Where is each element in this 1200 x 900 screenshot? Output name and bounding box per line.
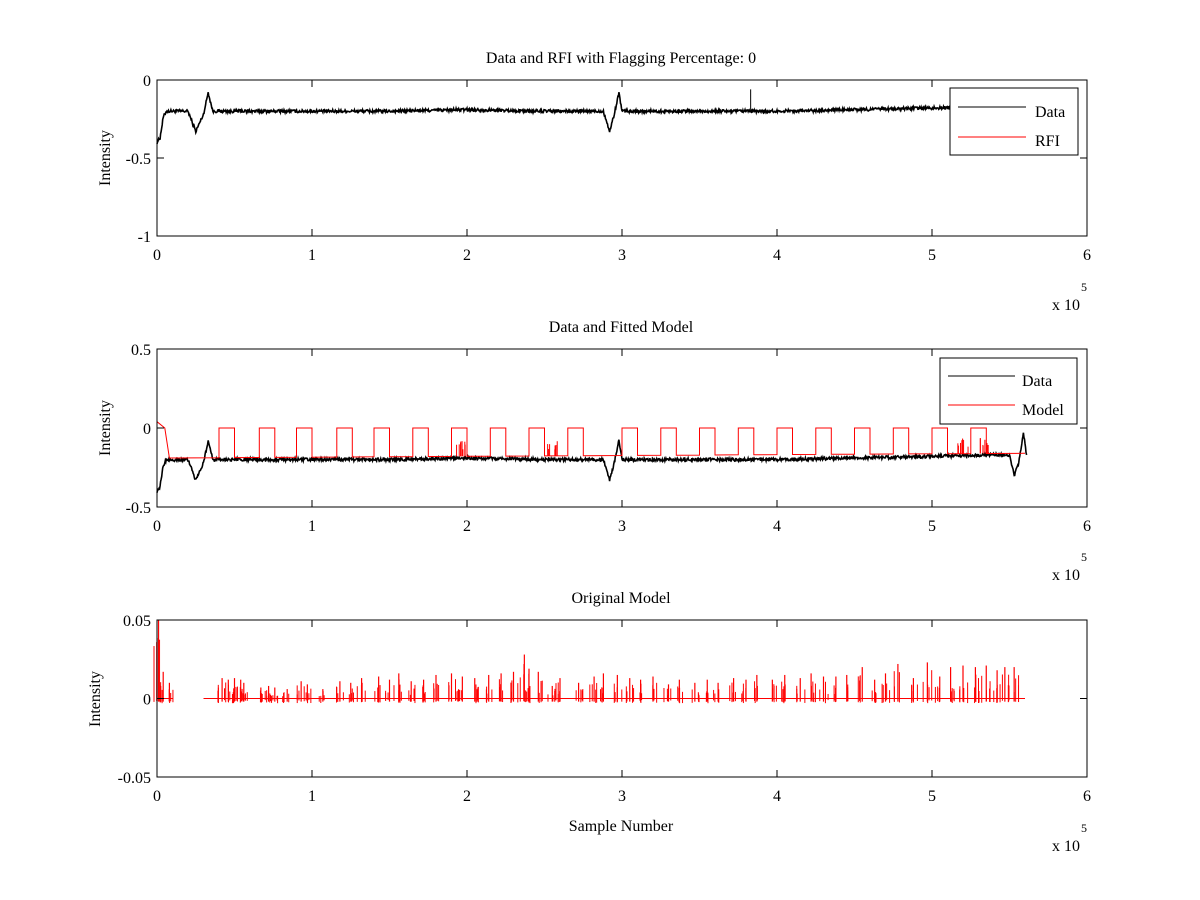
xtick-label: 5 [928,788,936,805]
panel-3-xmultiplier-exponent: 5 [1081,821,1087,835]
panel-2: Data and Fitted Model Intensity 0 1 2 3 4 5 6 -… [97,319,1091,584]
panel-1-ylabel: Intensity [97,130,114,186]
ytick-label: 0 [143,73,151,90]
panel-2-title: Data and Fitted Model [549,319,694,336]
panel-2-xmultiplier: x 10 [1052,567,1080,584]
series-data-line [156,432,1028,493]
xtick-label: 0 [153,518,161,535]
panel-2-data-layer [156,421,1028,493]
panel-2-ticks: 0 1 2 3 4 5 6-0.500.5 [126,342,1091,535]
ytick-label: 0.5 [131,342,151,359]
ytick-label: -0.5 [126,151,151,168]
panel-2-legend-label-model: Model [1022,402,1064,419]
ytick-label: -1 [138,229,151,246]
xtick-label: 6 [1083,788,1091,805]
xtick-label: 6 [1083,518,1091,535]
ytick-label: 0.05 [123,613,151,630]
panel-1-ticks: 0 1 2 3 4 5 6 -1 -0.5 0 [126,73,1091,264]
series-data-line [156,89,1025,145]
panel-1-title: Data and RFI with Flagging Percentage: 0 [486,50,756,67]
panel-1-xmultiplier: x 10 [1052,297,1080,314]
xtick-label: 3 [618,247,626,264]
panel-3-xlabel: Sample Number [569,818,674,835]
xtick-label: 1 [308,518,316,535]
panel-1-legend-label-data: Data [1035,104,1065,121]
xtick-label: 3 [618,788,626,805]
xtick-label: 0 [153,788,161,805]
xtick-label: 2 [463,247,471,264]
xtick-label: 0 [153,247,161,264]
panel-2-xmultiplier-exponent: 5 [1081,550,1087,564]
xtick-label: 4 [773,788,781,805]
panel-2-legend-box [939,357,1078,425]
xtick-label: 4 [773,518,781,535]
xtick-label: 6 [1083,247,1091,264]
panel-2-legend: Data Model [939,357,1078,425]
xtick-label: 5 [928,247,936,264]
panel-2-legend-label-data: Data [1022,373,1052,390]
panel-1-legend-label-rfi: RFI [1035,133,1060,150]
ytick-label: -0.5 [126,500,151,517]
xtick-label: 3 [618,518,626,535]
panel-1-legend-box [949,87,1079,156]
xtick-label: 2 [463,518,471,535]
panel-2-ylabel: Intensity [97,400,114,456]
panel-3-title: Original Model [571,590,671,607]
xtick-label: 1 [308,247,316,264]
series-model-line [156,421,1026,459]
panel-1-data-layer [156,89,1025,145]
xtick-label: 4 [773,247,781,264]
xtick-label: 1 [308,788,316,805]
panel-3-data-layer [153,620,1025,704]
panel-1-xmultiplier-exponent: 5 [1081,280,1087,294]
panel-3: Original Model Intensity 0 1 2 3 4 5 6-0.0500.… [87,590,1091,855]
xtick-label: 2 [463,788,471,805]
panel-3-ylabel: Intensity [87,671,104,727]
ytick-label: 0 [143,421,151,438]
ytick-label: 0 [143,692,151,709]
ytick-label: -0.05 [118,770,151,787]
panel-1-legend: Data RFI [949,87,1079,156]
panel-3-xmultiplier: x 10 [1052,838,1080,855]
panel-1: Data and RFI with Flagging Percentage: 0… [97,50,1091,314]
xtick-label: 5 [928,518,936,535]
